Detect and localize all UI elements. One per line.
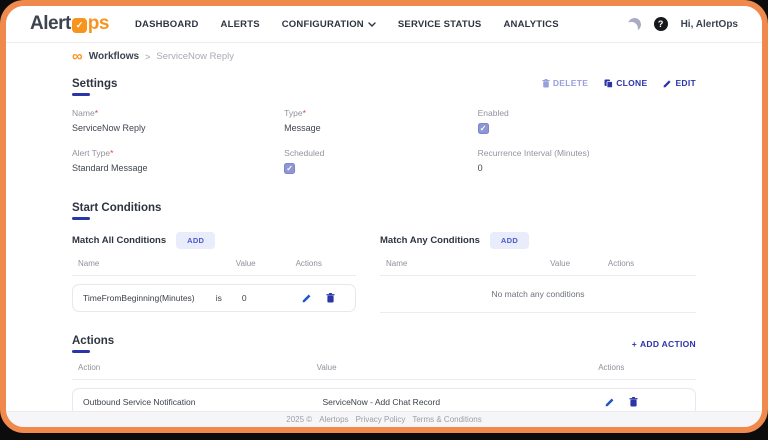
alertops-logo[interactable]: Alert ps [30, 13, 109, 35]
footer-brand: Alertops [319, 415, 349, 424]
action-value: ServiceNow - Add Chat Record [322, 397, 441, 407]
field-alert-type-value: Standard Message [72, 163, 148, 173]
match-any-panel: Match Any Conditions ADD Name Value Acti… [380, 232, 696, 313]
action-name: Outbound Service Notification [83, 397, 196, 407]
trash-icon [629, 397, 638, 407]
match-any-add-button[interactable]: ADD [489, 232, 530, 249]
breadcrumb-current: ServiceNow Reply [156, 51, 234, 62]
required-asterisk: * [110, 148, 114, 158]
edit-button[interactable]: EDIT [663, 78, 696, 88]
match-all-panel: Match All Conditions ADD Name Value Acti… [72, 232, 356, 313]
delete-button[interactable]: DELETE [542, 78, 588, 88]
dark-mode-moon-icon[interactable] [626, 16, 642, 32]
footer: 2025 © Alertops Privacy Policy Terms & C… [6, 411, 762, 427]
field-type-value: Message [284, 123, 321, 133]
logo-text-alert: Alert [30, 13, 71, 34]
nav-menu: DASHBOARD ALERTS CONFIGURATION SERVICE S… [135, 19, 559, 30]
condition-row: TimeFromBeginning(Minutes) is 0 [72, 284, 356, 312]
nav-right: Hi, AlertOps [628, 17, 738, 31]
match-all-table-header: Name Value Actions [72, 249, 356, 276]
field-recurrence-value: 0 [477, 163, 483, 173]
enabled-checkbox[interactable] [477, 123, 489, 134]
condition-name: TimeFromBeginning(Minutes) [83, 293, 195, 303]
match-all-label: Match All Conditions [72, 235, 167, 246]
breadcrumb: Workflows > ServiceNow Reply [72, 51, 696, 62]
help-icon[interactable] [653, 17, 668, 31]
actions-title: Actions [72, 335, 114, 353]
copyright-text: 2025 © [286, 415, 313, 424]
field-recurrence: Recurrence Interval (Minutes) 0 [478, 148, 696, 174]
field-name: Name* ServiceNow Reply [72, 108, 284, 134]
field-scheduled: Scheduled [284, 148, 477, 174]
terms-link[interactable]: Terms & Conditions [412, 415, 482, 424]
condition-operator: is [215, 293, 222, 303]
pencil-icon [664, 79, 672, 87]
edit-action-button[interactable] [605, 397, 615, 407]
add-action-button[interactable]: + ADD ACTION [631, 339, 696, 349]
required-asterisk: * [94, 108, 98, 118]
pencil-icon [605, 398, 614, 407]
nav-item-analytics[interactable]: ANALYTICS [503, 18, 559, 30]
nav-item-alerts[interactable]: ALERTS [220, 18, 260, 30]
clone-button[interactable]: CLONE [604, 78, 647, 88]
breadcrumb-separator: > [145, 51, 151, 62]
delete-action-button[interactable] [629, 397, 638, 407]
pencil-icon [302, 294, 311, 303]
chevron-down-icon [368, 21, 376, 27]
start-conditions-title: Start Conditions [72, 202, 696, 220]
actions-table-header: Action Value Actions [72, 353, 696, 380]
scheduled-checkbox[interactable] [284, 163, 296, 174]
delete-condition-button[interactable] [326, 293, 335, 303]
trash-icon [326, 293, 335, 303]
settings-fields: Name* ServiceNow Reply Type* Message Ena… [72, 108, 696, 174]
field-alert-type: Alert Type* Standard Message [72, 148, 284, 174]
alertops-logo-icon [71, 17, 87, 33]
match-any-empty-message: No match any conditions [380, 276, 696, 313]
copy-icon [604, 79, 614, 88]
nav-item-service-status[interactable]: SERVICE STATUS [397, 18, 482, 30]
field-type: Type* Message [284, 108, 477, 134]
trash-icon [542, 78, 550, 87]
field-name-value: ServiceNow Reply [72, 123, 146, 133]
settings-title: Settings [72, 78, 117, 96]
user-greeting[interactable]: Hi, AlertOps [680, 18, 738, 30]
breadcrumb-workflows[interactable]: Workflows [88, 51, 140, 62]
logo-text-ps: ps [87, 13, 110, 34]
match-any-table-header: Name Value Actions [380, 249, 696, 276]
required-asterisk: * [302, 108, 306, 118]
top-nav: Alert ps DASHBOARD ALERTS CONFIGURATION … [6, 6, 762, 43]
nav-item-configuration[interactable]: CONFIGURATION [282, 19, 376, 30]
plus-icon: + [631, 339, 637, 349]
edit-condition-button[interactable] [302, 293, 312, 303]
field-enabled: Enabled [477, 108, 696, 134]
privacy-policy-link[interactable]: Privacy Policy [355, 415, 406, 424]
workflows-infinity-icon [72, 52, 83, 62]
condition-value: 0 [241, 293, 247, 303]
nav-item-dashboard[interactable]: DASHBOARD [134, 18, 199, 30]
match-all-add-button[interactable]: ADD [176, 232, 216, 249]
match-any-label: Match Any Conditions [380, 235, 480, 246]
